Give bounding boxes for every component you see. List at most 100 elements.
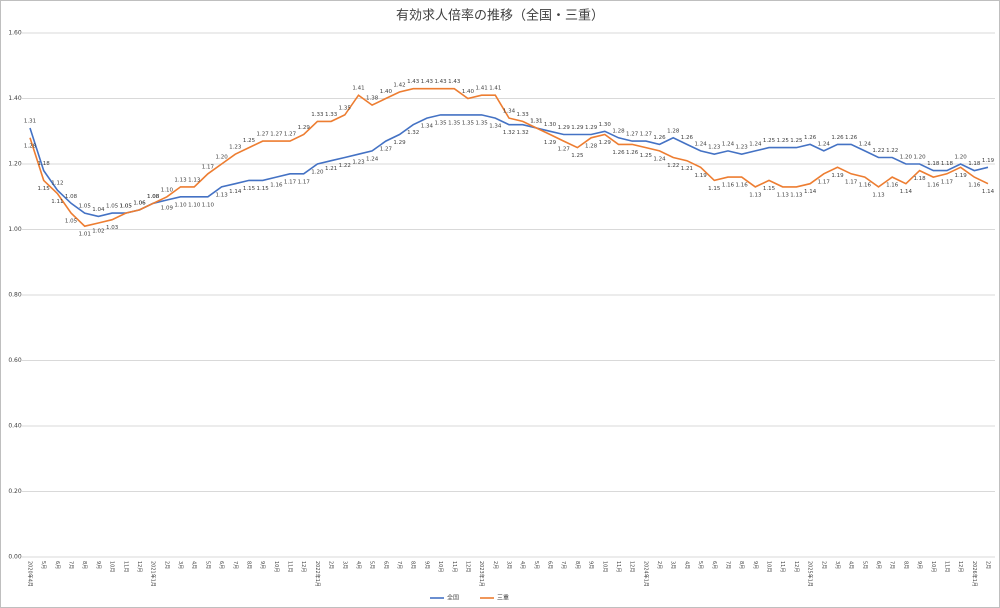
- data-label: 1.14: [900, 189, 913, 195]
- x-tick-label: 4月: [683, 561, 689, 569]
- x-tick-label: 2月: [492, 561, 498, 569]
- data-label: 1.29: [298, 125, 311, 131]
- line-series: [29, 87, 989, 228]
- data-label: 1.22: [339, 163, 351, 169]
- data-label: 1.29: [558, 125, 571, 131]
- x-tick-label: 10月: [109, 561, 115, 572]
- data-label: 1.13: [790, 192, 803, 198]
- data-label: 1.18: [913, 176, 926, 182]
- x-tick-label: 12月: [464, 561, 470, 572]
- data-label: 1.01: [79, 232, 91, 238]
- x-tick-label: 2月: [163, 561, 169, 569]
- x-tick-label: 5月: [697, 561, 703, 569]
- data-label: 1.17: [284, 179, 297, 185]
- x-tick-label: 6月: [382, 561, 388, 569]
- x-tick-label: 2023年1月: [478, 561, 485, 587]
- data-label: 1.34: [489, 124, 502, 130]
- data-label: 1.35: [476, 120, 489, 126]
- data-label: 1.27: [626, 132, 639, 138]
- data-label: 1.24: [722, 141, 735, 147]
- data-label: 1.20: [900, 155, 913, 161]
- data-label: 1.29: [599, 140, 612, 146]
- data-label: 1.17: [818, 179, 831, 185]
- data-label: 1.35: [434, 120, 447, 126]
- data-label: 1.09: [161, 206, 174, 212]
- y-tick-label: 1.20: [8, 161, 22, 168]
- y-tick-label: 1.00: [8, 226, 22, 233]
- chart-title: 有効求人倍率の推移（全国・三重）: [396, 8, 604, 24]
- data-label: 1.18: [968, 161, 981, 167]
- x-tick-label: 5月: [369, 561, 375, 569]
- x-tick-label: 9月: [588, 561, 594, 569]
- x-tick-label: 10月: [766, 561, 772, 572]
- x-tick-label: 6月: [218, 561, 224, 569]
- data-label: 1.11: [51, 199, 63, 205]
- x-tick-label: 2月: [820, 561, 826, 569]
- x-tick-label: 11月: [615, 561, 621, 572]
- data-label: 1.31: [530, 118, 542, 124]
- data-label: 1.19: [955, 173, 968, 179]
- data-label: 1.27: [257, 132, 270, 138]
- x-tick-label: 5月: [40, 561, 46, 569]
- data-label: 1.13: [872, 192, 885, 198]
- y-tick-label: 0.40: [8, 423, 22, 430]
- data-label: 1.24: [749, 141, 762, 147]
- data-label: 1.15: [243, 186, 256, 192]
- data-label: 1.28: [667, 128, 680, 134]
- x-tick-label: 7月: [232, 561, 238, 569]
- x-tick-label: 12月: [629, 561, 635, 572]
- x-tick-label: 2022年1月: [314, 561, 321, 587]
- data-label: 1.12: [51, 181, 63, 187]
- data-label: 1.21: [681, 166, 693, 172]
- data-label: 1.29: [571, 125, 584, 131]
- x-tick-label: 10月: [437, 561, 443, 572]
- data-label: 1.31: [530, 118, 542, 124]
- data-label: 1.03: [106, 225, 119, 231]
- x-tick-label: 7月: [396, 561, 402, 569]
- data-label: 1.26: [845, 135, 858, 141]
- data-label: 1.26: [653, 135, 666, 141]
- data-label: 1.32: [503, 130, 515, 136]
- data-label: 1.27: [558, 147, 571, 153]
- data-label: 1.24: [653, 156, 666, 162]
- data-label: 1.02: [92, 228, 104, 234]
- data-label: 1.35: [339, 105, 352, 111]
- x-tick-label: 11月: [122, 561, 128, 572]
- x-tick-label: 12月: [957, 561, 963, 572]
- data-label: 1.43: [407, 79, 420, 85]
- x-tick-label: 2021年1月: [150, 561, 157, 587]
- x-tick-label: 8月: [902, 561, 908, 569]
- data-label: 1.34: [421, 124, 434, 130]
- y-tick-label: 0.60: [8, 357, 22, 364]
- data-label: 1.23: [736, 145, 749, 151]
- y-tick-label: 1.40: [8, 95, 22, 102]
- data-label: 1.24: [694, 141, 707, 147]
- x-tick-label: 9月: [916, 561, 922, 569]
- data-label: 1.32: [517, 130, 529, 136]
- x-tick-label: 2月: [328, 561, 334, 569]
- data-label: 1.43: [434, 79, 447, 85]
- data-label: 1.26: [626, 150, 639, 156]
- data-label: 1.40: [380, 89, 393, 95]
- x-tick-label: 9月: [95, 561, 101, 569]
- data-label: 1.05: [120, 204, 133, 210]
- x-tick-label: 2月: [985, 561, 991, 569]
- data-label: 1.31: [24, 118, 36, 124]
- x-tick-label: 8月: [574, 561, 580, 569]
- x-tick-label: 10月: [601, 561, 607, 572]
- x-tick-label: 3月: [506, 561, 512, 569]
- data-label: 1.43: [448, 79, 461, 85]
- data-label: 1.28: [24, 143, 37, 149]
- data-label: 1.13: [188, 177, 201, 183]
- data-label: 1.30: [544, 122, 557, 128]
- x-tick-label: 5月: [204, 561, 210, 569]
- data-label: 1.23: [229, 145, 242, 151]
- data-label: 1.35: [448, 120, 461, 126]
- data-label: 1.16: [270, 183, 283, 189]
- data-label: 1.38: [366, 96, 379, 102]
- data-label: 1.30: [599, 122, 612, 128]
- data-label: 1.25: [640, 153, 653, 159]
- x-tick-label: 6月: [711, 561, 717, 569]
- y-tick-label: 1.60: [8, 30, 22, 37]
